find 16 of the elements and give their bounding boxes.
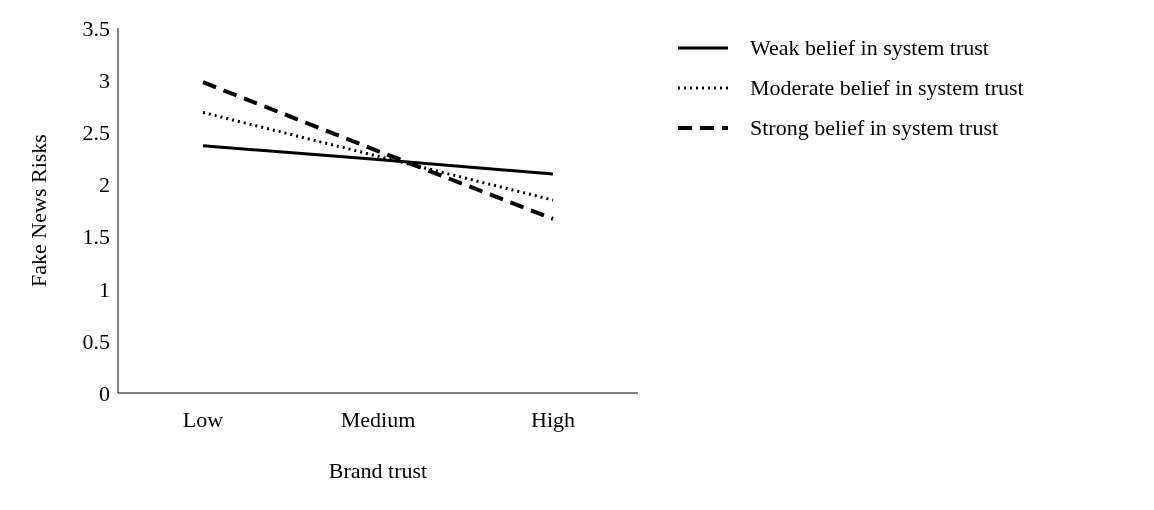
x-tick-label: Medium <box>340 406 416 432</box>
y-axis-title: Fake News Risks <box>25 134 51 287</box>
x-tick-label: Low <box>182 406 224 432</box>
x-axis-title: Brand trust <box>328 458 428 483</box>
y-tick-label: 2 <box>99 172 110 198</box>
y-tick-label: 0.5 <box>82 328 110 354</box>
legend-label: Strong belief in system trust <box>750 115 999 141</box>
legend-label: Moderate belief in system trust <box>750 75 1024 101</box>
y-tick-label: 3.5 <box>82 15 110 41</box>
y-tick-label: 3 <box>99 67 110 93</box>
x-tick-label: High <box>531 406 575 432</box>
y-tick-label: 1 <box>99 276 110 302</box>
y-tick-label: 1.5 <box>82 224 110 250</box>
y-tick-label: 2.5 <box>82 120 110 146</box>
y-tick-label: 0 <box>99 380 110 406</box>
legend-label: Weak belief in system trust <box>750 35 989 61</box>
